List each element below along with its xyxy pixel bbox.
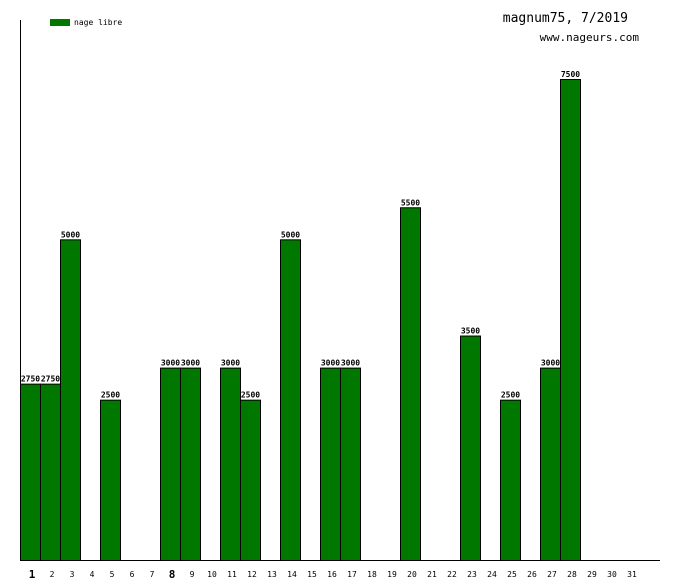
x-tick-label-19: 19 bbox=[387, 570, 397, 579]
bar-day-2 bbox=[40, 383, 61, 561]
bar-day-8 bbox=[160, 367, 181, 561]
x-tick-label-9: 9 bbox=[190, 570, 195, 579]
value-label-day-16: 3000 bbox=[321, 359, 340, 368]
bar-day-25 bbox=[500, 399, 521, 561]
x-tick-label-22: 22 bbox=[447, 570, 457, 579]
x-tick-label-6: 6 bbox=[130, 570, 135, 579]
bar-day-16 bbox=[320, 367, 341, 561]
x-tick-label-23: 23 bbox=[467, 570, 477, 579]
value-label-day-28: 7500 bbox=[561, 70, 580, 79]
x-tick-label-31: 31 bbox=[627, 570, 637, 579]
value-label-day-23: 3500 bbox=[461, 327, 480, 336]
value-label-day-9: 3000 bbox=[181, 359, 200, 368]
value-label-day-14: 5000 bbox=[281, 230, 300, 239]
value-label-day-5: 2500 bbox=[101, 391, 120, 400]
bar-day-20 bbox=[400, 207, 421, 561]
value-label-day-3: 5000 bbox=[61, 230, 80, 239]
value-label-day-1: 2750 bbox=[21, 375, 40, 384]
bar-day-23 bbox=[460, 335, 481, 561]
chart-title: magnum75, 7/2019 bbox=[503, 11, 628, 26]
x-tick-label-15: 15 bbox=[307, 570, 317, 579]
value-label-day-11: 3000 bbox=[221, 359, 240, 368]
value-label-day-8: 3000 bbox=[161, 359, 180, 368]
bar-day-28 bbox=[560, 79, 581, 561]
bar-day-9 bbox=[180, 367, 201, 561]
x-tick-label-3: 3 bbox=[70, 570, 75, 579]
x-tick-label-27: 27 bbox=[547, 570, 557, 579]
x-tick-label-26: 26 bbox=[527, 570, 537, 579]
x-tick-label-18: 18 bbox=[367, 570, 377, 579]
x-tick-label-12: 12 bbox=[247, 570, 257, 579]
x-tick-labels-group: 1 2 3 4 5 6 7 8 9 10 11 12 13 14 15 16 17 18 19 20 21 22 23 24 2… bbox=[29, 568, 637, 580]
x-tick-label-7: 7 bbox=[150, 570, 155, 579]
x-tick-label-24: 24 bbox=[487, 570, 497, 579]
value-label-day-20: 5500 bbox=[401, 198, 420, 207]
x-tick-label-5: 5 bbox=[110, 570, 115, 579]
x-tick-label-21: 21 bbox=[427, 570, 437, 579]
x-tick-label-1: 1 bbox=[29, 568, 36, 580]
x-tick-label-20: 20 bbox=[407, 570, 417, 579]
value-label-day-25: 2500 bbox=[501, 391, 520, 400]
x-tick-label-28: 28 bbox=[567, 570, 577, 579]
x-tick-label-8: 8 bbox=[169, 568, 176, 580]
bar-day-12 bbox=[240, 399, 261, 561]
x-tick-label-2: 2 bbox=[50, 570, 55, 579]
x-tick-label-4: 4 bbox=[90, 570, 95, 579]
legend-swatch bbox=[50, 19, 70, 26]
bar-day-3 bbox=[60, 239, 81, 561]
value-label-day-17: 3000 bbox=[341, 359, 360, 368]
legend-label: nage libre bbox=[74, 18, 122, 27]
x-tick-label-29: 29 bbox=[587, 570, 597, 579]
bar-day-17 bbox=[340, 367, 361, 561]
x-tick-label-25: 25 bbox=[507, 570, 517, 579]
bar-day-11 bbox=[220, 367, 241, 561]
value-label-day-27: 3000 bbox=[541, 359, 560, 368]
x-tick-label-14: 14 bbox=[287, 570, 297, 579]
x-tick-label-13: 13 bbox=[267, 570, 277, 579]
bar-day-27 bbox=[540, 367, 561, 561]
x-tick-label-11: 11 bbox=[227, 570, 237, 579]
x-tick-label-30: 30 bbox=[607, 570, 617, 579]
x-tick-label-16: 16 bbox=[327, 570, 337, 579]
x-tick-label-17: 17 bbox=[347, 570, 357, 579]
x-tick-label-10: 10 bbox=[207, 570, 217, 579]
bar-day-5 bbox=[100, 399, 121, 561]
value-label-day-12: 2500 bbox=[241, 391, 260, 400]
site-url: www.nageurs.com bbox=[540, 31, 640, 44]
bar-day-14 bbox=[280, 239, 301, 561]
bars-group bbox=[20, 79, 581, 561]
value-label-day-2: 2750 bbox=[41, 375, 60, 384]
bar-day-1 bbox=[20, 383, 41, 561]
